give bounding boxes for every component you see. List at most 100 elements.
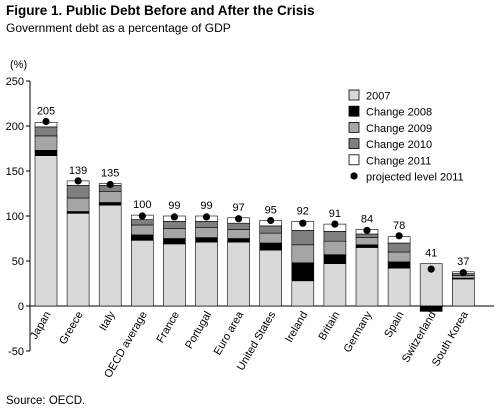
source-note: Source: OECD. xyxy=(6,395,86,407)
bar-segment-2007 xyxy=(451,278,475,307)
bar-segment-2007 xyxy=(387,267,411,307)
y-tick-label: 200 xyxy=(6,121,24,133)
bar-segment-change-2008 xyxy=(419,305,443,312)
bar-segment-change-2010 xyxy=(323,231,347,242)
bar-segment-change-2010 xyxy=(259,225,283,234)
projected-dot xyxy=(170,213,178,221)
value-label: 37 xyxy=(457,256,469,268)
bar-segment-2007 xyxy=(355,247,379,307)
y-tick-label: -50 xyxy=(8,346,24,358)
bar-segment-change-2010 xyxy=(66,185,90,199)
bar-segment-2007 xyxy=(131,240,154,307)
bar-segment-change-2008 xyxy=(34,150,58,157)
value-label: 205 xyxy=(37,106,55,118)
bar-segment-change-2008 xyxy=(227,238,250,243)
bar-segment-change-2008 xyxy=(98,202,122,206)
y-tick-label: 50 xyxy=(12,256,24,268)
value-label: 84 xyxy=(361,214,373,226)
y-tick-label: 0 xyxy=(18,301,24,313)
bar-segment-change-2008 xyxy=(195,237,218,243)
bar-segment-change-2009 xyxy=(227,229,250,239)
projected-dot xyxy=(299,219,307,227)
legend-swatch xyxy=(348,138,360,150)
x-tick-label: Italy xyxy=(97,309,118,333)
y-tick-label: 150 xyxy=(6,166,24,178)
legend-swatch xyxy=(348,154,360,166)
legend-swatch xyxy=(348,89,360,101)
bar-segment-2007 xyxy=(98,204,122,307)
bar-segment-2007 xyxy=(227,241,250,307)
projected-dot xyxy=(202,213,211,221)
bar-segment-change-2008 xyxy=(131,234,154,241)
bar-segment-change-2010 xyxy=(163,221,186,229)
legend-label: projected level 2011 xyxy=(366,172,464,184)
value-label: 78 xyxy=(393,220,405,232)
projected-dot xyxy=(138,212,146,220)
projected-dot xyxy=(235,215,243,223)
y-tick-label: 250 xyxy=(6,76,24,88)
bar-segment-change-2009 xyxy=(131,224,154,236)
bar-segment-change-2010 xyxy=(34,126,58,137)
bar-segment-2007 xyxy=(163,243,186,307)
bar-segment-2007 xyxy=(323,263,347,307)
x-tick-label: Euro area xyxy=(212,309,247,358)
bar-segment-change-2009 xyxy=(291,244,315,264)
bar-segment-2007 xyxy=(66,213,90,307)
bar-segment-change-2009 xyxy=(195,227,218,238)
bar-segment-change-2010 xyxy=(387,242,411,253)
legend-swatch xyxy=(348,105,360,117)
bar-segment-change-2009 xyxy=(259,232,283,244)
bar-segment-change-2010 xyxy=(227,222,250,230)
value-label: 41 xyxy=(425,248,437,260)
x-tick-label: France xyxy=(154,310,182,346)
projected-dot xyxy=(42,117,50,126)
figure-title: Figure 1. Public Debt Before and After t… xyxy=(6,3,315,18)
legend-label: Change 2008 xyxy=(366,107,432,119)
bar-segment-2007 xyxy=(291,280,315,307)
value-label: 99 xyxy=(200,200,212,212)
x-tick-label: Portugal xyxy=(183,310,214,351)
bar-segment-change-2009 xyxy=(66,197,90,212)
bar-segment-change-2009 xyxy=(98,191,122,203)
bar-segment-change-2008 xyxy=(323,254,347,264)
x-tick-label: Britain xyxy=(317,310,343,343)
value-label: 92 xyxy=(297,205,309,217)
x-tick-label: Spain xyxy=(382,310,406,340)
bar-segment-change-2008 xyxy=(163,238,186,245)
bar-segment-change-2008 xyxy=(259,242,283,251)
projected-dot xyxy=(427,265,435,273)
projected-dot xyxy=(267,216,275,225)
value-label: 95 xyxy=(265,205,277,217)
projected-dot xyxy=(363,226,371,234)
legend-swatch xyxy=(348,122,360,133)
bar-segment-change-2009 xyxy=(34,135,58,151)
bar-segment-change-2008 xyxy=(291,262,315,282)
legend-label: Change 2011 xyxy=(366,155,431,167)
value-label: 97 xyxy=(232,202,244,214)
value-label: 99 xyxy=(168,200,180,212)
bar-segment-change-2009 xyxy=(355,237,379,246)
bar-segment-change-2008 xyxy=(387,261,411,269)
projected-dot xyxy=(395,232,403,240)
projected-dot xyxy=(459,269,467,277)
figure-subtitle: Government debt as a percentage of GDP xyxy=(6,21,231,35)
bar-segment-change-2010 xyxy=(131,219,154,226)
bar-segment-change-2009 xyxy=(323,240,347,255)
bar-segment-2007 xyxy=(34,155,58,307)
bar-segment-change-2010 xyxy=(195,221,218,228)
value-label: 91 xyxy=(329,208,341,220)
x-tick-label: Japan xyxy=(28,310,53,342)
bar-segment-change-2009 xyxy=(387,251,411,263)
x-tick-label: Germany xyxy=(342,309,375,355)
value-label: 100 xyxy=(133,199,151,211)
bar-segment-2007 xyxy=(195,241,218,307)
x-tick-label: Greece xyxy=(57,310,85,347)
projected-dot xyxy=(331,220,339,228)
legend-label: Change 2010 xyxy=(366,139,432,151)
y-axis-label: (%) xyxy=(10,59,27,71)
bar-segment-2007 xyxy=(259,249,283,307)
y-tick-label: 100 xyxy=(6,211,24,223)
x-tick-label: Ireland xyxy=(283,310,310,345)
bar-segment-change-2010 xyxy=(355,233,379,238)
